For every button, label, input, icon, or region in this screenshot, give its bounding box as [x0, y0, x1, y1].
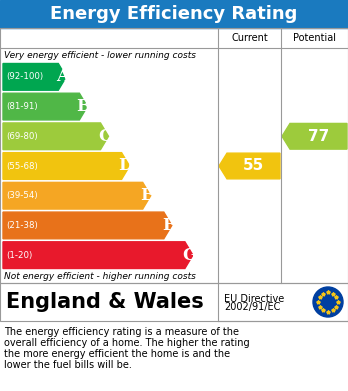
- Text: Potential: Potential: [293, 33, 336, 43]
- Text: 2002/91/EC: 2002/91/EC: [224, 302, 280, 312]
- Text: E: E: [140, 187, 153, 204]
- Polygon shape: [282, 124, 347, 149]
- Bar: [0, 283, 348, 321]
- Text: 55: 55: [243, 158, 264, 174]
- Text: England & Wales: England & Wales: [6, 292, 204, 312]
- Bar: [0, 28, 348, 283]
- Text: Energy Efficiency Rating: Energy Efficiency Rating: [50, 5, 298, 23]
- Text: D: D: [118, 158, 133, 174]
- Text: lower the fuel bills will be.: lower the fuel bills will be.: [4, 360, 132, 370]
- Bar: [0, 0, 348, 28]
- Text: G: G: [182, 247, 196, 264]
- Bar: [0, 283, 348, 321]
- Text: overall efficiency of a home. The higher the rating: overall efficiency of a home. The higher…: [4, 338, 250, 348]
- Text: A: A: [56, 68, 69, 85]
- Text: (1-20): (1-20): [6, 251, 32, 260]
- Text: (39-54): (39-54): [6, 191, 38, 200]
- Text: (21-38): (21-38): [6, 221, 38, 230]
- Text: 77: 77: [308, 129, 329, 144]
- Text: F: F: [162, 217, 174, 234]
- Bar: [0, 28, 348, 283]
- Text: Very energy efficient - lower running costs: Very energy efficient - lower running co…: [4, 50, 196, 59]
- Text: the more energy efficient the home is and the: the more energy efficient the home is an…: [4, 349, 230, 359]
- Polygon shape: [3, 93, 87, 120]
- Text: C: C: [98, 128, 111, 145]
- Text: EU Directive: EU Directive: [224, 294, 284, 304]
- Text: The energy efficiency rating is a measure of the: The energy efficiency rating is a measur…: [4, 327, 239, 337]
- Text: (69-80): (69-80): [6, 132, 38, 141]
- Polygon shape: [3, 242, 193, 269]
- Polygon shape: [3, 123, 109, 150]
- Text: Not energy efficient - higher running costs: Not energy efficient - higher running co…: [4, 272, 196, 281]
- Polygon shape: [3, 212, 172, 239]
- Text: B: B: [76, 98, 90, 115]
- Circle shape: [313, 287, 343, 317]
- Text: (92-100): (92-100): [6, 72, 43, 81]
- Text: (55-68): (55-68): [6, 161, 38, 170]
- Polygon shape: [3, 63, 66, 90]
- Polygon shape: [3, 152, 129, 179]
- Text: (81-91): (81-91): [6, 102, 38, 111]
- Text: Current: Current: [231, 33, 268, 43]
- Polygon shape: [219, 153, 280, 179]
- Polygon shape: [3, 182, 151, 209]
